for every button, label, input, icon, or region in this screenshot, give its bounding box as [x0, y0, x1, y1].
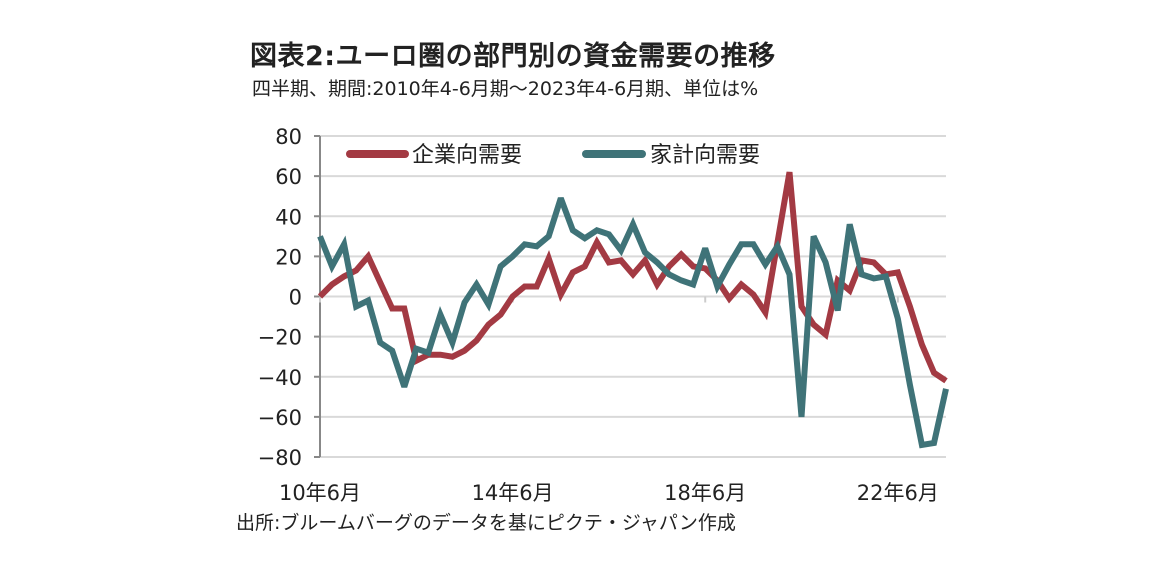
series-lines — [317, 171, 949, 449]
y-tick-label: 60 — [275, 165, 302, 189]
x-tick-label: 14年6月 — [472, 481, 554, 505]
y-tick-label: −60 — [258, 406, 302, 430]
source-note: 出所:ブルームバーグのデータを基にピクテ・ジャパン作成 — [236, 512, 736, 534]
series-line-household — [317, 197, 949, 449]
gridlines — [314, 135, 946, 458]
y-tick-label: 40 — [275, 205, 302, 229]
y-tick-label: −20 — [258, 326, 302, 350]
y-tick-label: 0 — [289, 286, 302, 310]
y-tick-label: −80 — [258, 446, 302, 470]
x-tick-label: 10年6月 — [279, 481, 361, 505]
y-tick-labels: 80 60 40 20 0 −20 −40 −60 −80 — [258, 125, 302, 470]
y-tick-label: 20 — [275, 245, 302, 269]
x-tick-labels: 10年6月 14年6月 18年6月 22年6月 — [279, 296, 939, 505]
y-tick-label: 80 — [275, 125, 302, 149]
legend-label-corporate: 企業向需要 — [412, 143, 522, 168]
chart-title: 図表2:ユーロ圏の部門別の資金需要の推移 — [250, 41, 776, 72]
legend-label-household: 家計向需要 — [650, 143, 760, 168]
legend: 企業向需要 家計向需要 — [346, 143, 760, 168]
x-tick-label: 18年6月 — [664, 481, 746, 505]
y-tick-label: −40 — [258, 366, 302, 390]
x-tick-label: 22年6月 — [857, 481, 939, 505]
chart-subtitle: 四半期、期間:2010年4-6月期〜2023年4-6月期、単位は% — [252, 78, 759, 100]
